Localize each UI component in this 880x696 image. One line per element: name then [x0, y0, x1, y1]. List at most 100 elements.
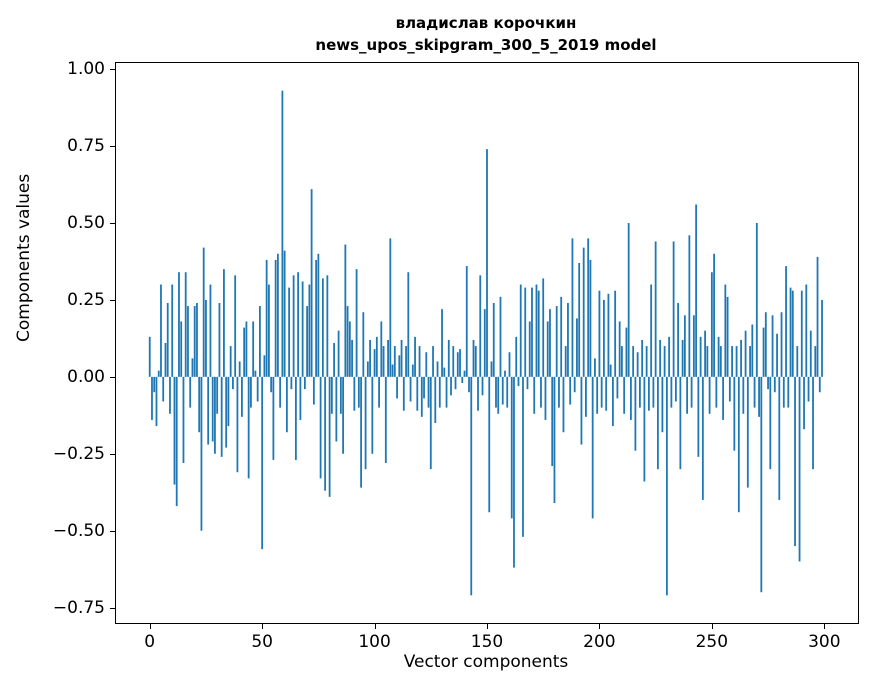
bar: [672, 241, 675, 377]
bar: [544, 376, 547, 420]
bar: [576, 318, 578, 377]
bar: [247, 376, 250, 479]
bar: [223, 269, 225, 377]
bar: [762, 327, 765, 377]
y-tick-label: 0.00: [67, 366, 105, 387]
bar: [537, 290, 540, 377]
bar: [798, 376, 801, 562]
bar: [517, 376, 520, 387]
bar: [220, 376, 223, 457]
bar: [571, 238, 574, 377]
bar: [423, 376, 425, 399]
bar: [589, 259, 592, 377]
bar: [477, 376, 479, 411]
bar: [623, 376, 626, 414]
bar: [818, 376, 821, 393]
bar: [348, 321, 351, 377]
bar: [508, 352, 511, 377]
bar: [330, 376, 333, 414]
bar: [481, 376, 484, 396]
bar: [542, 278, 545, 377]
bar: [760, 376, 763, 593]
bar: [659, 339, 662, 377]
y-tick-label: 0.50: [67, 213, 105, 233]
bar: [776, 333, 778, 377]
bar: [816, 256, 819, 377]
bar: [238, 361, 241, 377]
bar: [387, 339, 389, 377]
bar: [522, 376, 524, 537]
x-tick-mark: [149, 624, 151, 629]
y-tick-mark: [110, 530, 115, 532]
x-tick-mark: [262, 624, 264, 629]
x-tick-label: 100: [358, 632, 391, 652]
bar: [807, 376, 810, 402]
x-tick-label: 200: [583, 632, 616, 652]
bar: [677, 303, 680, 377]
bar: [337, 330, 340, 377]
bar: [656, 376, 659, 470]
bar: [276, 253, 279, 377]
bar: [317, 253, 320, 377]
bar: [405, 346, 407, 377]
bar: [353, 376, 356, 411]
bar: [279, 376, 282, 408]
bar: [171, 284, 174, 377]
bar: [636, 352, 639, 377]
bar: [618, 321, 621, 377]
bar: [250, 376, 252, 408]
bar: [225, 376, 228, 448]
bar: [281, 90, 284, 377]
x-tick-label: 150: [470, 632, 504, 652]
bar: [319, 376, 322, 479]
bar: [645, 346, 648, 377]
bar: [596, 376, 599, 414]
bar: [715, 376, 718, 408]
bar: [157, 370, 160, 377]
bar: [434, 376, 437, 423]
x-axis-label: Vector components: [403, 652, 569, 672]
bar: [627, 223, 630, 377]
bar: [243, 327, 246, 377]
bar: [692, 315, 695, 377]
bar: [499, 296, 502, 377]
bar: [535, 284, 538, 377]
bar: [704, 330, 706, 377]
bar: [773, 376, 776, 393]
bar: [526, 376, 529, 390]
bar: [695, 204, 698, 377]
bar: [420, 376, 423, 417]
bar: [265, 259, 268, 377]
bar: [252, 321, 255, 377]
bar: [674, 376, 677, 402]
bar: [812, 376, 814, 470]
bar: [728, 376, 731, 402]
bar: [398, 355, 401, 377]
bar: [355, 269, 358, 377]
y-tick-mark: [110, 146, 115, 148]
bar: [324, 376, 327, 491]
bar: [335, 376, 338, 442]
bar: [519, 284, 522, 377]
bar: [501, 376, 504, 405]
bar: [391, 364, 394, 377]
bar: [229, 346, 232, 377]
bar: [164, 343, 167, 377]
bar: [749, 346, 751, 377]
bar: [432, 346, 434, 377]
bar: [650, 284, 653, 377]
chart-title-line1: владислав корочкин: [395, 14, 577, 32]
bar: [555, 306, 558, 377]
bar: [214, 376, 216, 454]
bar: [333, 343, 335, 377]
bar: [396, 376, 398, 399]
bar: [232, 376, 234, 390]
x-tick-mark: [824, 624, 826, 629]
bar: [400, 339, 403, 377]
bar: [701, 376, 704, 500]
bar: [737, 376, 740, 513]
bar: [301, 281, 304, 377]
bar: [567, 303, 569, 377]
bar: [746, 376, 749, 488]
